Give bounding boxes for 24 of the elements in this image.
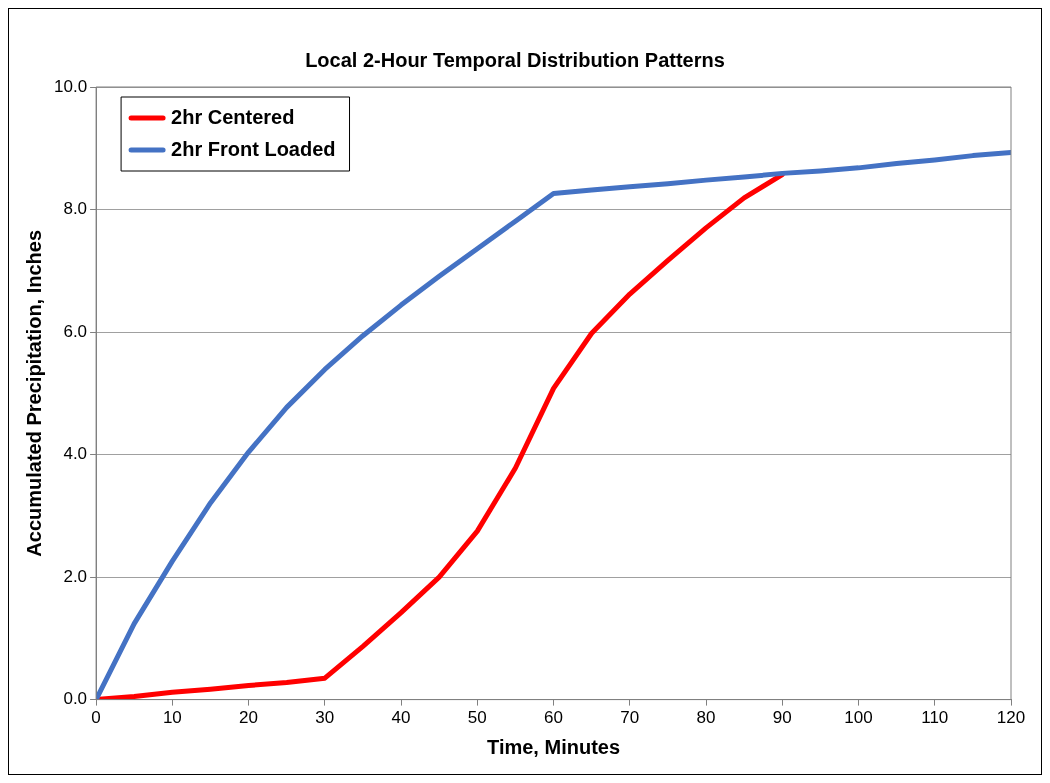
y-tick-label: 2.0 (63, 566, 88, 586)
x-tick-label: 10 (162, 708, 182, 728)
x-tick-label: 30 (315, 708, 335, 728)
y-tick-label: 6.0 (63, 321, 88, 341)
y-tick-label: 0.0 (63, 689, 88, 709)
y-tick-label: 10.0 (53, 76, 88, 96)
x-tick-label: 100 (844, 708, 873, 728)
x-tick-label: 0 (91, 708, 101, 728)
y-tick-label: 8.0 (63, 199, 88, 219)
x-tick-label: 70 (620, 708, 640, 728)
legend-label: 2hr Centered (171, 105, 295, 128)
y-axis-title: Accumulated Precipitation, Inches (22, 229, 45, 557)
chart-title: Local 2-Hour Temporal Distribution Patterns (305, 48, 725, 71)
legend-label: 2hr Front Loaded (171, 137, 336, 160)
x-tick-label: 50 (467, 708, 487, 728)
y-tick-label: 4.0 (63, 444, 88, 464)
x-tick-label: 20 (239, 708, 259, 728)
x-tick-label: 110 (921, 708, 949, 728)
x-tick-label: 90 (772, 708, 792, 728)
x-tick-label: 60 (544, 708, 563, 728)
x-tick-label: 40 (391, 708, 411, 728)
x-tick-label: 120 (996, 708, 1026, 728)
x-axis-title: Time, Minutes (487, 735, 621, 758)
x-tick-label: 80 (696, 708, 716, 728)
